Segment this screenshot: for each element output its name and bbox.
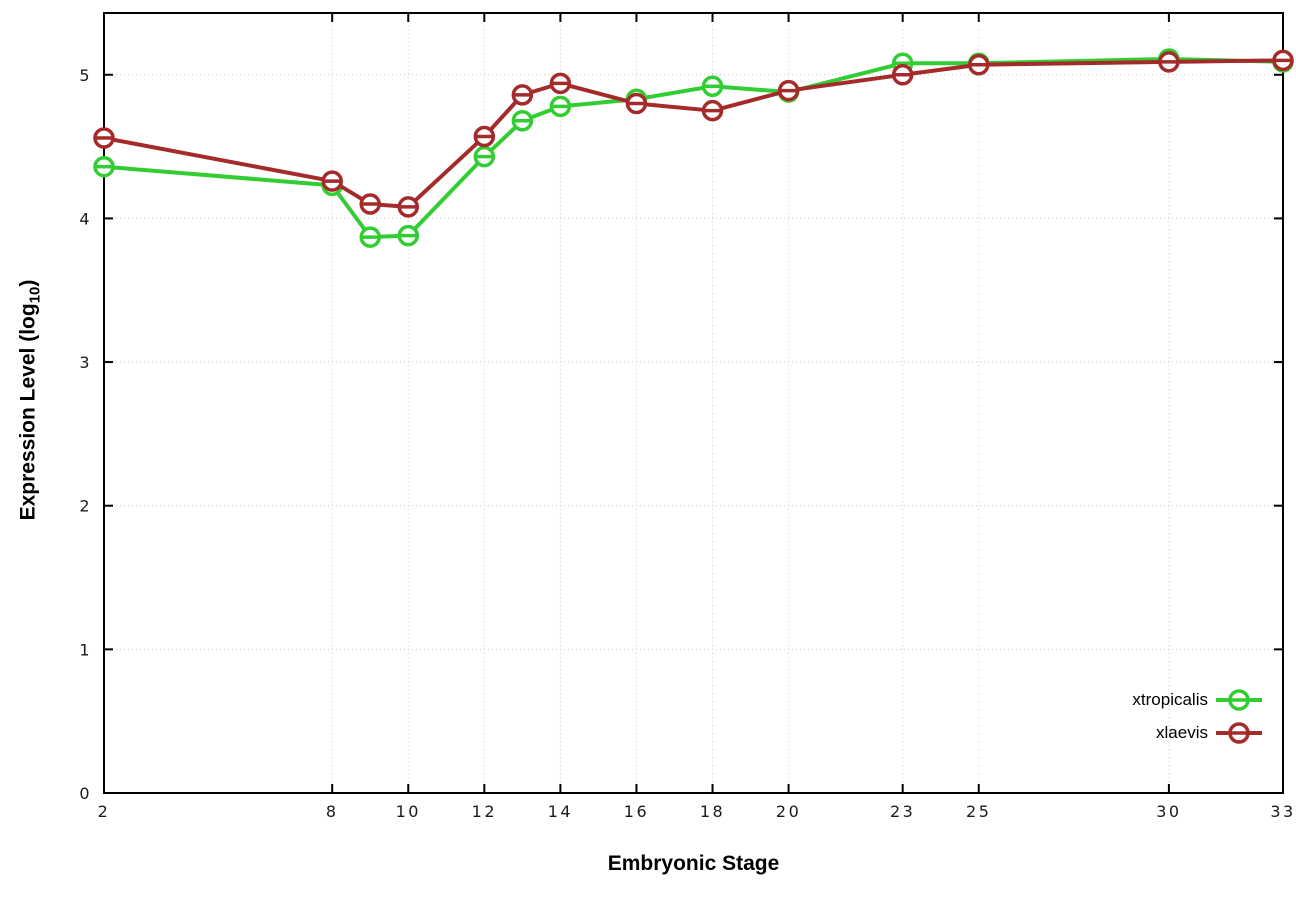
y-tick-label: 3 xyxy=(79,353,92,372)
series-line-xlaevis xyxy=(102,58,1285,209)
x-tick-label: 10 xyxy=(396,802,421,821)
y-axis-title-suffix: ) xyxy=(16,279,40,287)
plot-border xyxy=(103,12,1284,794)
x-tick-label: 33 xyxy=(1270,802,1295,821)
y-axis-title-text: Expression Level (log xyxy=(16,303,40,521)
y-tick-label: 4 xyxy=(79,209,92,228)
x-tick-label: 8 xyxy=(326,802,339,821)
y-axis-title: Expression Level (log10) xyxy=(16,280,43,521)
x-tick-label: 18 xyxy=(700,802,725,821)
x-tick-label: 25 xyxy=(966,802,991,821)
x-tick-label: 16 xyxy=(624,802,649,821)
x-tick-label: 30 xyxy=(1156,802,1181,821)
x-tick-label: 14 xyxy=(548,802,573,821)
x-axis-title: Embryonic Stage xyxy=(607,852,780,875)
x-tick-label: 23 xyxy=(890,802,915,821)
legend-label-xtropicalis: xtropicalis xyxy=(1132,690,1208,709)
y-tick-label: 1 xyxy=(79,640,92,659)
x-tick-label: 20 xyxy=(776,802,801,821)
x-tick-label: 2 xyxy=(98,802,111,821)
x-tick-label: 12 xyxy=(472,802,497,821)
y-tick-label: 2 xyxy=(79,497,92,516)
legend-label-xlaevis: xlaevis xyxy=(1156,723,1208,742)
y-tick-label: 5 xyxy=(79,66,92,85)
y-tick-label: 0 xyxy=(79,784,92,803)
series-line-xtropicalis xyxy=(102,56,1285,240)
y-axis-title-subscript: 10 xyxy=(26,286,44,304)
